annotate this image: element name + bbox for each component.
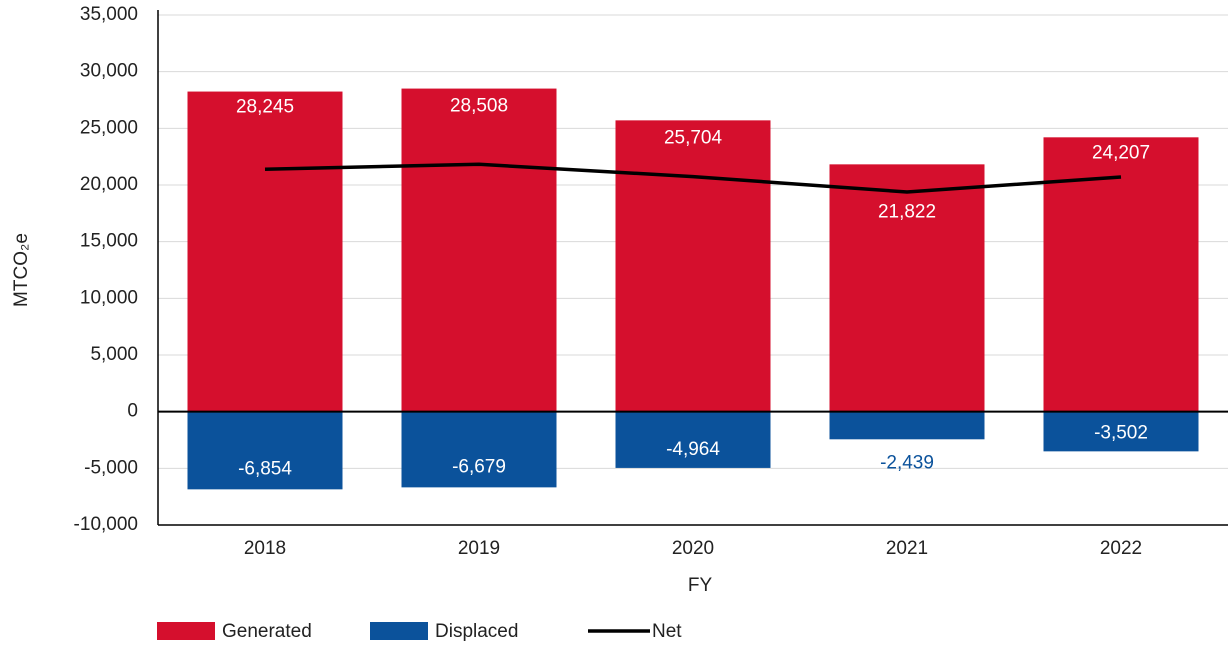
data-label: -4,964 <box>666 439 720 460</box>
bar <box>401 411 557 488</box>
y-tick-label: 5,000 <box>90 344 138 365</box>
bar <box>401 88 557 412</box>
bar <box>829 164 985 412</box>
x-tick-label: 2020 <box>672 538 714 559</box>
data-label: 24,207 <box>1092 142 1150 163</box>
x-axis-title: FY <box>688 575 713 596</box>
data-label: 25,704 <box>664 127 723 148</box>
data-label: 28,508 <box>450 96 508 117</box>
x-tick-label: 2022 <box>1100 538 1142 559</box>
data-label: -6,679 <box>452 456 506 477</box>
bar <box>187 91 343 412</box>
x-tick-label: 2018 <box>244 538 286 559</box>
bar <box>829 411 985 440</box>
net-line <box>264 162 1122 194</box>
y-tick-label: 30,000 <box>80 61 138 82</box>
y-tick-label: 10,000 <box>80 287 138 308</box>
legend-label: Displaced <box>435 621 518 642</box>
bar <box>615 120 771 412</box>
data-label: 28,245 <box>236 97 294 118</box>
bar <box>187 411 343 490</box>
y-tick-label: -5,000 <box>84 457 138 478</box>
y-tick-label: 0 <box>127 401 138 422</box>
y-tick-label: 35,000 <box>80 4 138 25</box>
legend-swatch <box>157 622 215 640</box>
data-label: 21,822 <box>878 201 936 222</box>
legend-label: Net <box>652 621 682 642</box>
bar <box>1043 411 1199 452</box>
legend-label: Generated <box>222 621 312 642</box>
bar <box>615 411 771 468</box>
data-label: -3,502 <box>1094 422 1148 443</box>
y-tick-label: -10,000 <box>74 514 138 535</box>
y-axis-title: MTCO₂e <box>11 233 32 307</box>
x-tick-label: 2021 <box>886 538 928 559</box>
data-label: -6,854 <box>238 458 292 479</box>
data-label: -2,439 <box>880 452 934 473</box>
x-tick-label: 2019 <box>458 538 500 559</box>
bar <box>1043 137 1199 412</box>
y-tick-label: 15,000 <box>80 231 138 252</box>
legend-swatch <box>370 622 428 640</box>
y-tick-label: 20,000 <box>80 174 138 195</box>
y-tick-label: 25,000 <box>80 117 138 138</box>
